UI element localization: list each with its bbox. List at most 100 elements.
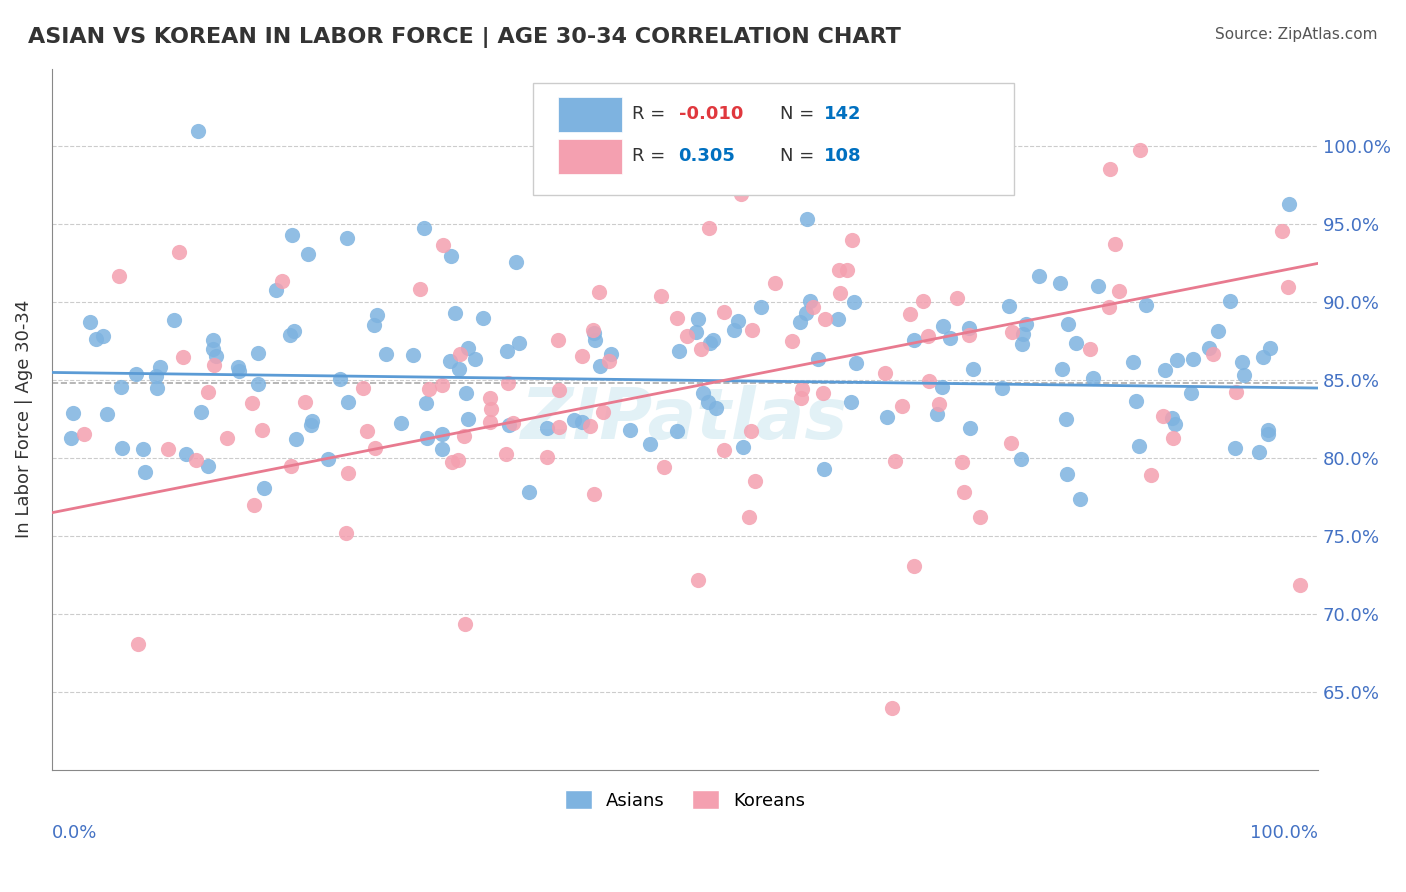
Point [952,485,974,500]
Point [1104,236,1126,251]
Point [763,277,786,291]
Point [1056,411,1078,425]
Point [73,426,96,441]
Point [571,349,593,363]
Point [578,418,600,433]
Point [1125,394,1147,409]
Point [547,420,569,434]
Point [125,367,148,381]
Point [247,376,270,391]
Point [1128,439,1150,453]
Point [107,269,129,284]
Point [789,392,811,406]
Point [548,384,571,398]
Point [1140,468,1163,483]
Point [536,420,558,434]
Point [950,115,973,129]
Point [903,334,925,348]
Point [1180,386,1202,401]
Point [1015,317,1038,331]
Point [666,310,689,325]
Point [928,397,950,411]
Point [1010,452,1032,467]
Point [402,348,425,362]
Text: 108: 108 [824,147,862,165]
Point [702,334,724,348]
Text: ZIPatlas: ZIPatlas [522,384,849,454]
Point [692,385,714,400]
Point [1000,436,1022,450]
FancyBboxPatch shape [558,96,621,132]
Point [796,305,818,319]
Point [79,315,101,329]
Point [449,362,471,376]
Point [1198,341,1220,355]
Point [253,481,276,495]
Point [807,351,830,366]
Point [352,381,374,395]
Point [562,413,585,427]
Point [440,455,463,469]
Point [440,249,463,263]
Point [880,701,903,715]
Point [568,177,591,191]
Point [1056,318,1078,332]
Point [250,423,273,437]
Point [589,359,612,373]
Point [174,447,197,461]
Y-axis label: In Labor Force | Age 30-34: In Labor Force | Age 30-34 [15,300,32,539]
Point [156,442,179,456]
Point [1219,294,1241,309]
Point [911,293,934,308]
Point [329,372,352,386]
Point [389,416,412,430]
Text: -0.010: -0.010 [679,105,742,123]
Point [430,377,453,392]
Point [457,412,479,426]
Point [796,212,818,227]
Point [1098,300,1121,314]
Point [1078,342,1101,356]
Point [619,423,641,437]
Point [294,394,316,409]
Point [844,295,866,310]
Point [931,380,953,394]
Text: 100.0%: 100.0% [1250,824,1319,842]
Point [946,291,969,305]
Point [814,312,837,326]
Text: 0.305: 0.305 [679,147,735,165]
Point [496,343,519,358]
Point [811,386,834,401]
Point [134,465,156,479]
Point [713,442,735,457]
Point [918,374,941,388]
Point [408,282,430,296]
Point [336,467,359,481]
Point [498,417,520,432]
Point [583,326,606,340]
Point [472,311,495,326]
Point [997,299,1019,313]
Point [202,359,225,373]
Point [415,396,437,410]
Point [96,407,118,421]
Point [875,366,897,380]
Point [1166,352,1188,367]
Point [413,220,436,235]
Point [1271,224,1294,238]
Point [356,424,378,438]
Point [430,426,453,441]
Point [508,335,530,350]
Point [1206,324,1229,338]
Point [789,315,811,329]
Point [991,381,1014,395]
Text: N =: N = [780,147,820,165]
Point [737,509,759,524]
Point [959,421,981,435]
Point [1164,417,1187,432]
Point [828,285,851,300]
Point [299,418,322,433]
Point [243,498,266,512]
Point [1260,341,1282,355]
Point [146,381,169,395]
